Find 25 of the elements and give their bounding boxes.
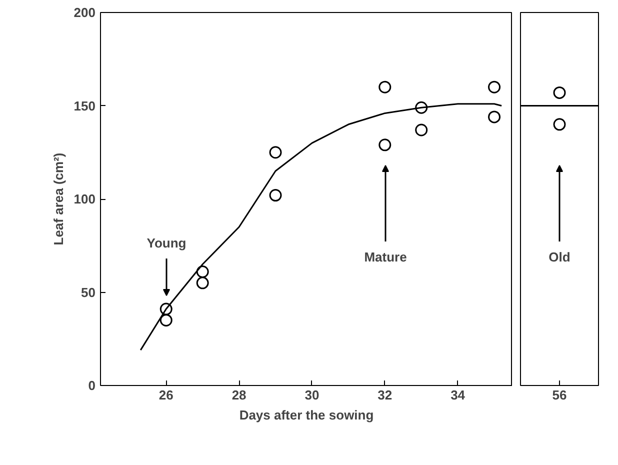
y-tick-label: 0 (88, 378, 96, 393)
x-tick-label: 28 (232, 388, 246, 402)
x-axis-title: Days after the sowing (239, 408, 374, 422)
y-tick-label: 150 (74, 98, 96, 114)
point (196, 276, 209, 290)
annotation: Mature (364, 250, 407, 264)
point (378, 138, 392, 152)
point (378, 80, 392, 94)
x-tick-label: 32 (378, 388, 392, 402)
y-tick-label: 200 (74, 5, 96, 20)
annotation: Old (548, 250, 570, 264)
point (160, 314, 172, 326)
point (269, 189, 282, 202)
x-tick-label: 34 (450, 388, 466, 402)
x-tick-label: 56 (552, 388, 567, 402)
point (488, 80, 501, 94)
point (415, 124, 428, 136)
point (269, 146, 282, 159)
annotation: Young (146, 236, 186, 250)
y-tick-label: 50 (81, 284, 96, 300)
x-tick-label: 26 (158, 388, 174, 402)
point (488, 110, 501, 124)
y-axis-title: Leaf area (cm²) (50, 152, 66, 246)
y-tick-label: 100 (74, 192, 96, 206)
x-tick-label: 30 (304, 388, 320, 402)
